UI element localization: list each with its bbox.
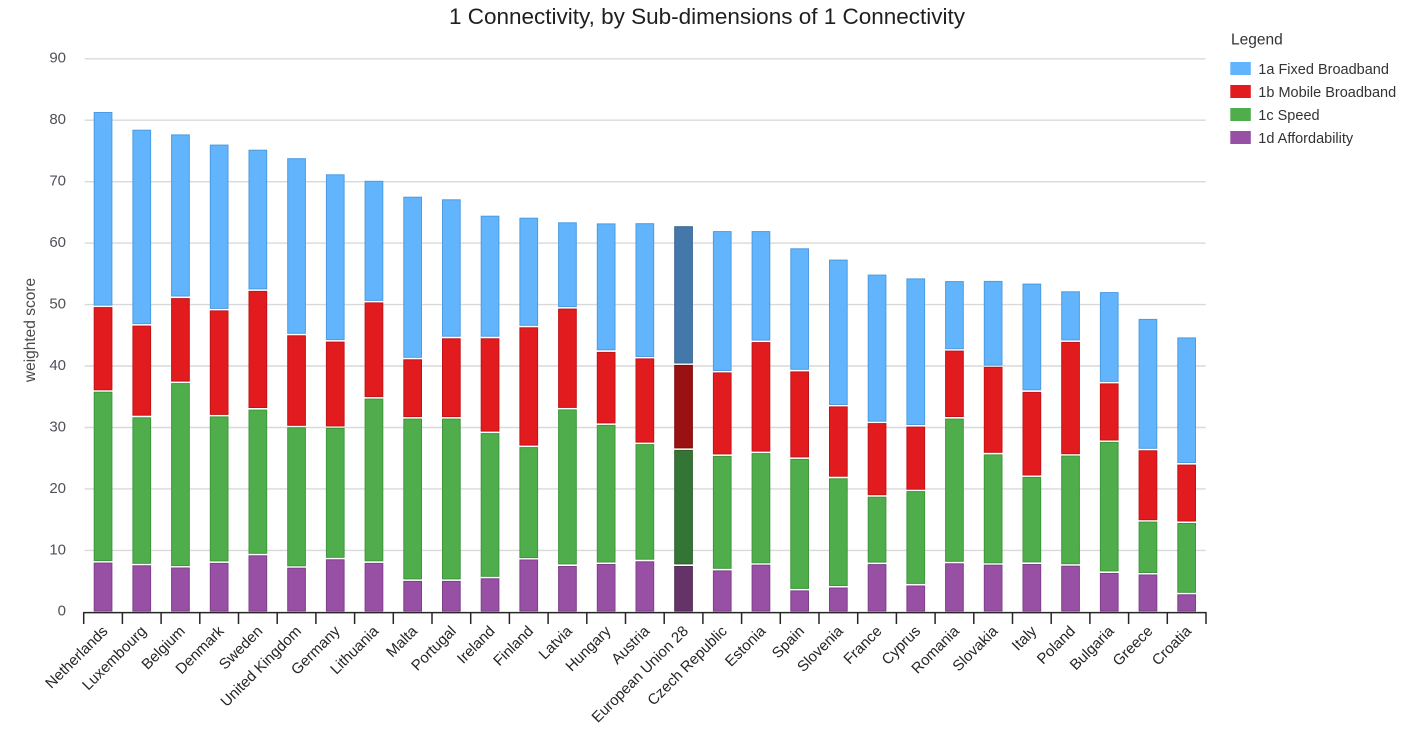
svg-text:Legend: Legend [1231, 32, 1283, 49]
svg-text:30: 30 [49, 418, 66, 435]
svg-text:70: 70 [49, 173, 66, 190]
svg-text:40: 40 [49, 357, 66, 374]
svg-text:20: 20 [49, 480, 66, 497]
svg-text:60: 60 [49, 234, 66, 251]
svg-text:10: 10 [49, 541, 66, 558]
svg-text:0: 0 [58, 603, 66, 620]
svg-text:1b Mobile Broadband: 1b Mobile Broadband [1258, 85, 1396, 101]
svg-text:90: 90 [49, 50, 66, 67]
svg-text:50: 50 [49, 296, 66, 313]
svg-text:1c Speed: 1c Speed [1258, 108, 1319, 124]
svg-text:1a Fixed Broadband: 1a Fixed Broadband [1258, 62, 1389, 78]
svg-text:1d Affordability: 1d Affordability [1258, 131, 1354, 147]
svg-text:80: 80 [49, 111, 66, 128]
svg-text:weighted score: weighted score [22, 278, 39, 383]
svg-text:1 Connectivity, by Sub-dimensi: 1 Connectivity, by Sub-dimensions of 1 C… [449, 4, 966, 29]
